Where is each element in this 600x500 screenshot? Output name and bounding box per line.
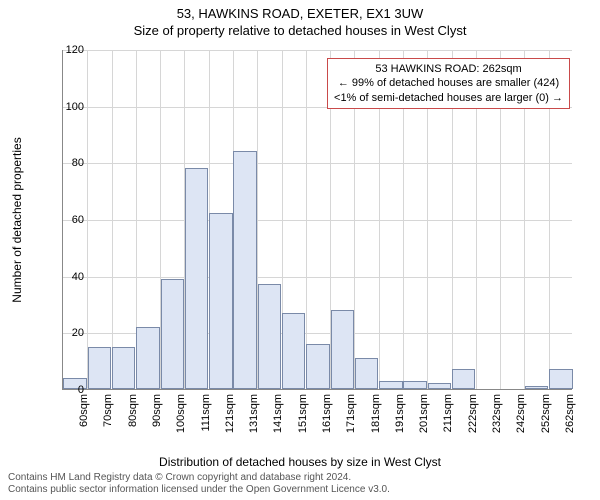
- xtick-label: 161sqm: [321, 394, 333, 433]
- xtick-label: 80sqm: [127, 394, 139, 427]
- ytick-label: 80: [44, 157, 84, 169]
- histogram-bar: [258, 284, 282, 389]
- xtick-label: 222sqm: [467, 394, 479, 433]
- x-axis-label: Distribution of detached houses by size …: [0, 455, 600, 469]
- ytick-label: 120: [44, 44, 84, 56]
- xtick-label: 90sqm: [151, 394, 163, 427]
- xtick-label: 242sqm: [515, 394, 527, 433]
- ytick-label: 60: [44, 214, 84, 226]
- ytick-label: 40: [44, 271, 84, 283]
- xtick-label: 111sqm: [200, 394, 212, 432]
- gridline-v: [87, 50, 88, 389]
- xtick-label: 60sqm: [78, 394, 90, 427]
- gridline-v: [306, 50, 307, 389]
- histogram-bar: [379, 381, 403, 390]
- histogram-bar: [306, 344, 330, 389]
- footer-line2: Contains public sector information licen…: [8, 484, 390, 496]
- histogram-bar: [161, 279, 185, 390]
- annotation-box: 53 HAWKINS ROAD: 262sqm← 99% of detached…: [327, 58, 570, 109]
- chart-container: 53, HAWKINS ROAD, EXETER, EX1 3UW Size o…: [0, 0, 600, 500]
- xtick-label: 121sqm: [224, 394, 236, 433]
- histogram-bar: [403, 381, 427, 390]
- histogram-bar: [88, 347, 112, 390]
- xtick-label: 141sqm: [272, 394, 284, 433]
- annotation-line2: ← 99% of detached houses are smaller (42…: [334, 76, 563, 90]
- gridline-h: [63, 220, 572, 221]
- histogram-bar: [355, 358, 379, 389]
- footer-line1: Contains HM Land Registry data © Crown c…: [8, 472, 390, 484]
- gridline-h: [63, 50, 572, 51]
- annotation-line3: <1% of semi-detached houses are larger (…: [334, 91, 563, 105]
- annotation-line1: 53 HAWKINS ROAD: 262sqm: [334, 62, 563, 76]
- xtick-label: 181sqm: [370, 394, 382, 433]
- xtick-label: 171sqm: [345, 394, 357, 433]
- histogram-bar: [452, 369, 476, 389]
- histogram-bar: [549, 369, 573, 389]
- xtick-label: 252sqm: [540, 394, 552, 433]
- xtick-label: 211sqm: [442, 394, 454, 432]
- histogram-bar: [282, 313, 306, 390]
- histogram-bar: [525, 386, 549, 389]
- xtick-label: 201sqm: [418, 394, 430, 433]
- y-axis-label: Number of detached properties: [10, 137, 24, 302]
- histogram-bar: [233, 151, 257, 389]
- xtick-label: 100sqm: [175, 394, 187, 433]
- footer-attribution: Contains HM Land Registry data © Crown c…: [8, 472, 390, 496]
- histogram-bar: [331, 310, 355, 389]
- histogram-bar: [112, 347, 136, 390]
- histogram-bar: [185, 168, 209, 389]
- xtick-label: 191sqm: [394, 394, 406, 433]
- chart-title-address: 53, HAWKINS ROAD, EXETER, EX1 3UW: [0, 0, 600, 21]
- xtick-label: 131sqm: [248, 394, 260, 433]
- xtick-label: 232sqm: [491, 394, 503, 433]
- histogram-bar: [209, 213, 233, 389]
- ytick-label: 100: [44, 101, 84, 113]
- gridline-h: [63, 277, 572, 278]
- gridline-h: [63, 163, 572, 164]
- xtick-label: 262sqm: [564, 394, 576, 433]
- gridline-v: [112, 50, 113, 389]
- xtick-label: 70sqm: [102, 394, 114, 427]
- chart-title-subtitle: Size of property relative to detached ho…: [0, 21, 600, 38]
- histogram-bar: [428, 383, 452, 389]
- ytick-label: 20: [44, 327, 84, 339]
- histogram-bar: [136, 327, 160, 389]
- xtick-label: 151sqm: [297, 394, 309, 433]
